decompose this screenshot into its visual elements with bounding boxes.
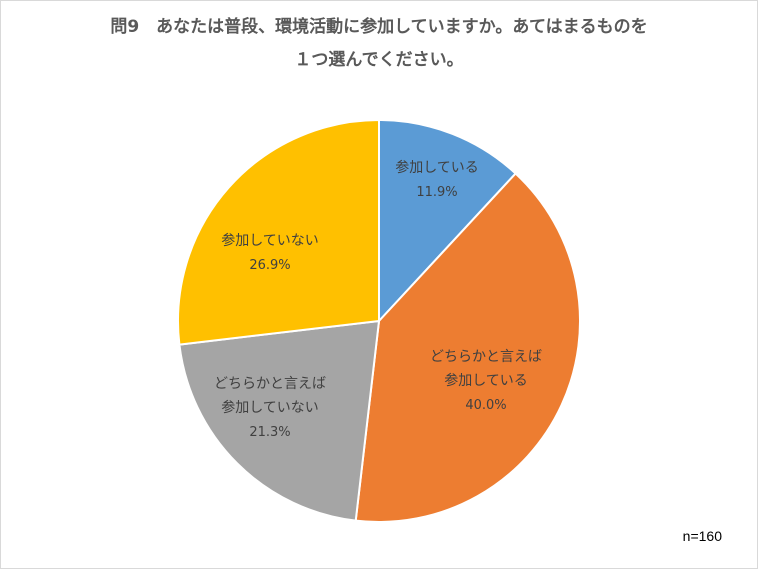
pie-slice-4-label-line-1: 参加していない xyxy=(221,232,319,249)
chart-title-line-1: 問9 あなたは普段、環境活動に参加していますか。あてはまるものを xyxy=(110,17,648,37)
pie-slice-1-label-line-1: 参加している xyxy=(395,159,479,176)
pie-slice-2-value-label: 40.0% xyxy=(465,398,506,413)
pie-slice-1-value-label: 11.9% xyxy=(416,185,457,200)
pie-slice-2-label-line-1: どちらかと言えば xyxy=(430,349,542,365)
pie-slice-3 xyxy=(178,319,381,522)
chart-title-line-2: １つ選んでください。 xyxy=(294,50,464,70)
pie-slice-4-value-label: 26.9% xyxy=(249,258,290,273)
pie-slice-2 xyxy=(354,172,582,524)
pie-slice-3-value-label: 21.3% xyxy=(249,425,290,440)
pie-slice-2-label-line-2: 参加している xyxy=(444,372,528,389)
sample-size-note: n=160 xyxy=(682,528,722,544)
pie-slice-3-label-line-2: 参加していない xyxy=(221,399,319,416)
pie-slice-3-label-line-1: どちらかと言えば xyxy=(214,376,326,392)
pie-slice-4 xyxy=(177,118,380,346)
pie-slice-1 xyxy=(378,118,517,324)
